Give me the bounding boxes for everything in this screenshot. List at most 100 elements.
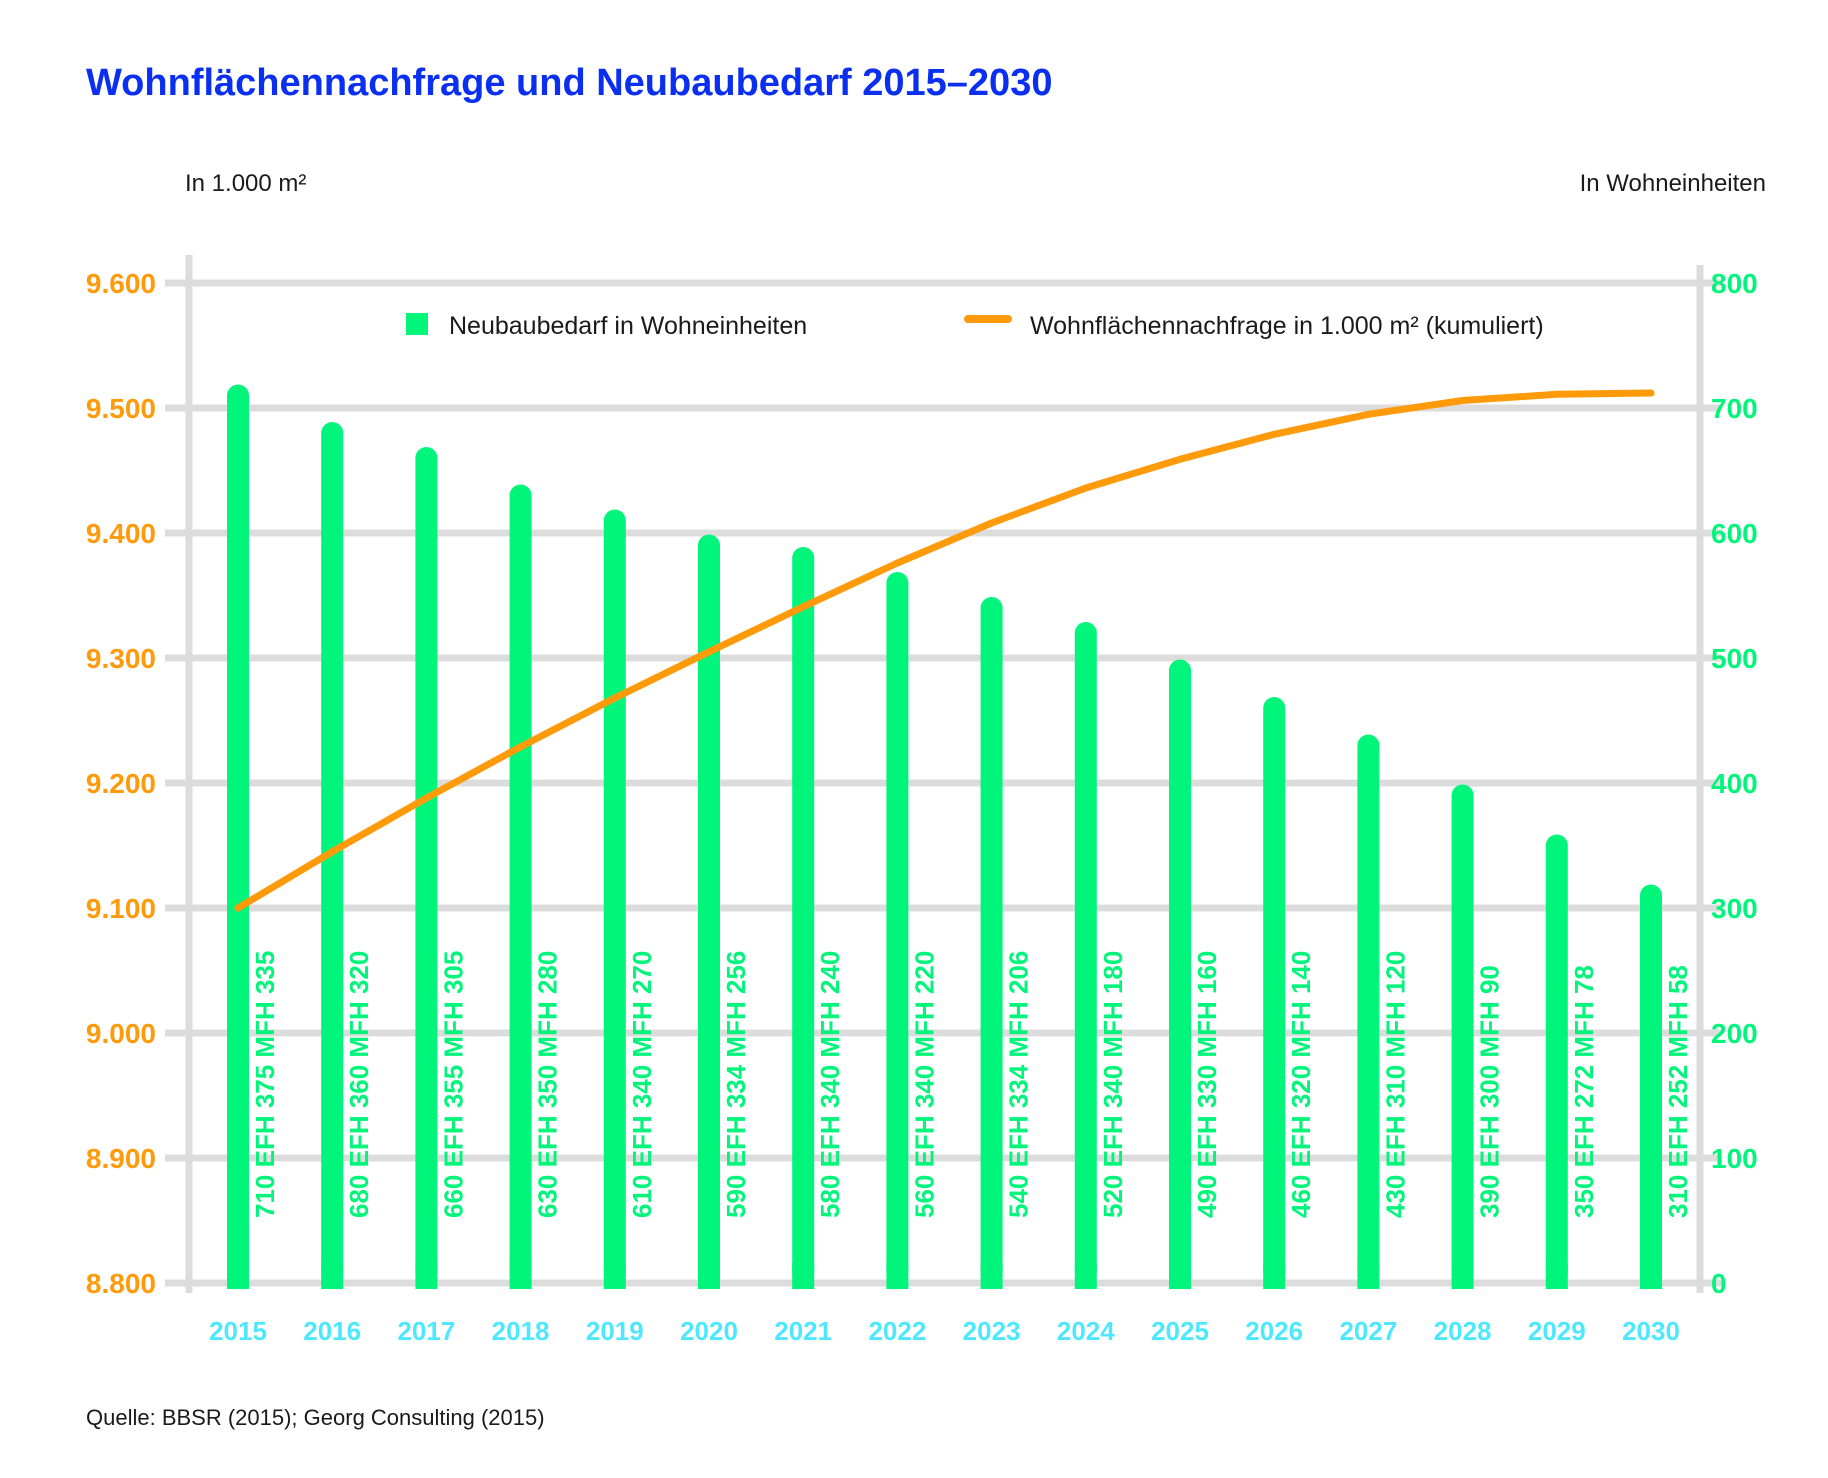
bar-base xyxy=(1074,1263,1097,1289)
bar-base xyxy=(227,1263,249,1289)
bar xyxy=(1263,697,1286,1283)
bar-base xyxy=(1263,1263,1286,1289)
x-tick-label: 2016 xyxy=(303,1316,361,1346)
left-tick-label: 9.000 xyxy=(86,1018,156,1049)
x-tick-label: 2022 xyxy=(868,1316,926,1346)
bar-base xyxy=(1357,1263,1380,1289)
bar xyxy=(1545,834,1568,1283)
x-tick-label: 2019 xyxy=(586,1316,644,1346)
bar-value-label: 540 EFH 334 MFH 206 xyxy=(1004,951,1034,1218)
left-tick-label: 8.900 xyxy=(86,1143,156,1174)
bar-value-label: 680 EFH 360 MFH 320 xyxy=(344,951,374,1218)
bar-value-label: 430 EFH 310 MFH 120 xyxy=(1380,951,1410,1218)
right-axis-ticks: 0 100 200 300 400 500 600 700 800 xyxy=(1711,268,1758,1299)
line-point xyxy=(1082,484,1090,492)
right-tick-label: 600 xyxy=(1711,518,1758,549)
bar xyxy=(1074,622,1097,1283)
bar xyxy=(698,534,720,1283)
line-point xyxy=(422,794,430,802)
bar-base xyxy=(415,1263,438,1289)
line-point xyxy=(1364,410,1372,418)
left-tick-label: 9.100 xyxy=(86,893,156,924)
x-tick-label: 2028 xyxy=(1434,1316,1492,1346)
right-tick-label: 500 xyxy=(1711,643,1758,674)
line-point xyxy=(1647,389,1655,397)
bar xyxy=(415,447,438,1283)
line-point xyxy=(611,694,619,702)
bar xyxy=(603,509,626,1283)
bar xyxy=(227,384,249,1283)
x-tick-label: 2020 xyxy=(680,1316,738,1346)
left-axis-ticks: 8.800 8.900 9.000 9.100 9.200 9.300 9.400 9.500… xyxy=(86,268,156,1299)
bar-value-label: 580 EFH 340 MFH 240 xyxy=(815,951,845,1218)
left-tick-label: 8.800 xyxy=(86,1268,156,1299)
bar-value-label: 490 EFH 330 MFH 160 xyxy=(1192,951,1222,1218)
bar-value-label: 710 EFH 375 MFH 335 xyxy=(250,951,280,1218)
right-tick-label: 200 xyxy=(1711,1018,1758,1049)
bar-base xyxy=(509,1263,532,1289)
bar-base xyxy=(698,1263,720,1289)
bar xyxy=(886,572,909,1283)
x-tick-label: 2021 xyxy=(774,1316,832,1346)
legend-line-label: Wohnflächennachfrage in 1.000 m² (kumuli… xyxy=(1030,312,1544,340)
line-path xyxy=(234,389,1655,912)
bar-value-label: 350 EFH 272 MFH 78 xyxy=(1569,965,1599,1218)
bar-value-label: 560 EFH 340 MFH 220 xyxy=(909,951,939,1218)
bar xyxy=(792,547,815,1283)
bar-base xyxy=(1545,1263,1568,1289)
line-point xyxy=(893,559,901,567)
bar-base xyxy=(886,1263,909,1289)
left-tick-label: 9.600 xyxy=(86,268,156,299)
bar-value-label: 310 EFH 252 MFH 58 xyxy=(1663,965,1693,1218)
bar-value-label: 630 EFH 350 MFH 280 xyxy=(533,951,563,1218)
x-tick-label: 2030 xyxy=(1622,1316,1680,1346)
line-point xyxy=(234,904,242,912)
bar-value-label: 520 EFH 340 MFH 180 xyxy=(1098,951,1128,1218)
x-tick-label: 2024 xyxy=(1057,1316,1115,1346)
bar xyxy=(1451,784,1474,1283)
x-tick-label: 2027 xyxy=(1339,1316,1397,1346)
left-tick-label: 9.500 xyxy=(86,393,156,424)
line-point xyxy=(705,648,713,656)
bar-base xyxy=(1169,1263,1191,1289)
bar-value-label: 590 EFH 334 MFH 256 xyxy=(721,951,751,1218)
bar-value-label: 390 EFH 300 MFH 90 xyxy=(1475,965,1505,1218)
bar-labels: 710 EFH 375 MFH 335 680 EFH 360 MFH 320 66… xyxy=(250,951,1693,1218)
line-series xyxy=(234,389,1655,912)
bar-value-label: 660 EFH 355 MFH 305 xyxy=(438,951,468,1218)
line-point xyxy=(1459,397,1467,404)
left-tick-label: 9.300 xyxy=(86,643,156,674)
x-tick-label: 2029 xyxy=(1528,1316,1586,1346)
bar-base xyxy=(603,1263,626,1289)
line-point xyxy=(1553,390,1561,398)
line-point xyxy=(799,603,807,611)
bars xyxy=(227,384,1662,1289)
legend-bar-swatch xyxy=(406,313,428,335)
x-tick-label: 2018 xyxy=(492,1316,550,1346)
right-tick-label: 800 xyxy=(1711,268,1758,299)
bar xyxy=(980,597,1003,1283)
bar xyxy=(1640,884,1662,1283)
left-tick-label: 9.400 xyxy=(86,518,156,549)
legend: Neubaubedarf in Wohneinheiten Wohnfläche… xyxy=(406,312,1544,340)
bar xyxy=(1169,659,1191,1283)
legend-bar-label: Neubaubedarf in Wohneinheiten xyxy=(449,312,807,340)
line-point xyxy=(1176,455,1184,463)
source-note: Quelle: BBSR (2015); Georg Consulting (2… xyxy=(86,1405,545,1430)
chart-title: Wohnflächennachfrage und Neubaubedarf 20… xyxy=(86,62,1052,104)
x-axis-ticks: 2015 2016 2017 2018 2019 2020 2021 2022 2023 2024… xyxy=(209,1316,1680,1346)
line-point xyxy=(1270,430,1278,438)
line-point xyxy=(988,519,996,527)
x-tick-label: 2015 xyxy=(209,1316,267,1346)
x-tick-label: 2026 xyxy=(1245,1316,1303,1346)
right-axis-unit: In Wohneinheiten xyxy=(1580,170,1766,197)
right-tick-label: 400 xyxy=(1711,768,1758,799)
bar-base xyxy=(1451,1263,1474,1289)
x-tick-label: 2017 xyxy=(397,1316,455,1346)
line-point xyxy=(328,848,336,856)
bar-value-label: 610 EFH 340 MFH 270 xyxy=(627,951,657,1218)
left-axis-unit: In 1.000 m² xyxy=(185,170,306,197)
bar xyxy=(509,484,532,1283)
bar-base xyxy=(980,1263,1003,1289)
